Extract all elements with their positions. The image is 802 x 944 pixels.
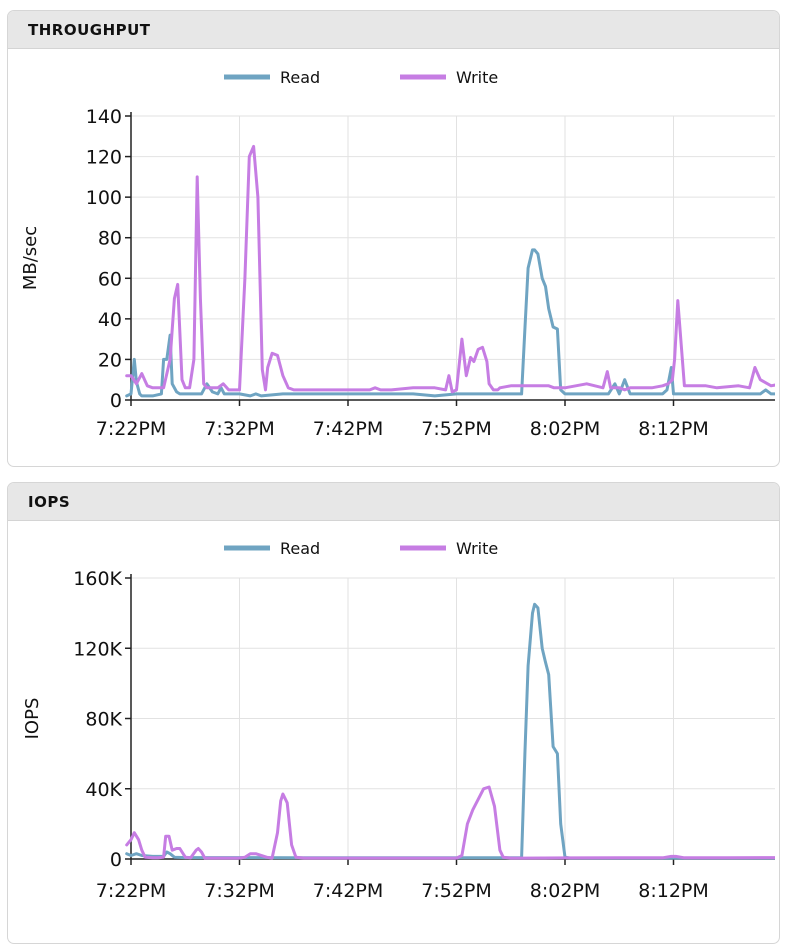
iops-panel-header: IOPS xyxy=(8,483,779,521)
iops-x-tick-label: 7:42PM xyxy=(313,880,384,902)
iops-x-tick-label: 7:32PM xyxy=(204,880,275,902)
iops-legend-label-write: Write xyxy=(456,539,498,558)
throughput-panel: THROUGHPUT Read Write 7:22PM 7:32PM 7:42PM 7:… xyxy=(7,10,780,467)
throughput-x-tick-label: 7:32PM xyxy=(204,418,275,440)
throughput-x-tick-label: 7:22PM xyxy=(96,418,167,440)
throughput-x-tick-label: 8:02PM xyxy=(530,418,601,440)
throughput-legend-label-read: Read xyxy=(280,68,320,87)
throughput-panel-title: THROUGHPUT xyxy=(28,20,151,39)
iops-panel: IOPS Read Write 7:22PM 7:32PM 7:42PM 7:52PM 8:… xyxy=(7,482,780,944)
throughput-y-tick-label: 140 xyxy=(86,106,122,128)
throughput-y-tick-label: 40 xyxy=(98,309,122,331)
iops-y-tick-label: 160K xyxy=(73,568,122,590)
iops-y-tick-label: 120K xyxy=(73,638,122,660)
throughput-series-write-line xyxy=(125,144,775,394)
iops-y-tick-label: 40K xyxy=(85,779,122,801)
iops-y-tick-label: 80K xyxy=(85,709,122,731)
throughput-x-tick-label: 7:42PM xyxy=(313,418,384,440)
throughput-legend-label-write: Write xyxy=(456,68,498,87)
throughput-x-tick-label: 8:12PM xyxy=(638,418,709,440)
throughput-y-tick-label: 100 xyxy=(86,187,122,209)
iops-series-read-line xyxy=(125,602,775,860)
iops-x-tick-label: 7:22PM xyxy=(96,880,167,902)
iops-chart: Read Write 7:22PM 7:32PM 7:42PM 7:52PM 8:02PM 8… xyxy=(22,539,775,902)
throughput-panel-header: THROUGHPUT xyxy=(8,11,779,49)
iops-series-write-line xyxy=(125,785,775,860)
iops-y-axis-title: IOPS xyxy=(22,698,43,740)
iops-x-tick-label: 8:02PM xyxy=(530,880,601,902)
iops-panel-title: IOPS xyxy=(28,492,71,511)
iops-x-tick-label: 7:52PM xyxy=(421,880,492,902)
throughput-y-tick-label: 80 xyxy=(98,228,122,250)
throughput-y-tick-label: 120 xyxy=(86,147,122,169)
throughput-y-tick-label: 60 xyxy=(98,268,122,290)
throughput-series-read-line xyxy=(125,248,775,398)
throughput-x-tick-label: 7:52PM xyxy=(421,418,492,440)
iops-legend-label-read: Read xyxy=(280,539,320,558)
throughput-y-axis-title: MB/sec xyxy=(20,226,41,290)
throughput-y-tick-label: 20 xyxy=(98,349,122,371)
iops-x-tick-label: 8:12PM xyxy=(638,880,709,902)
throughput-chart: Read Write 7:22PM 7:32PM 7:42PM 7:52PM 8:02PM 8… xyxy=(20,68,775,440)
throughput-y-tick-label: 0 xyxy=(110,390,122,412)
iops-y-tick-label: 0 xyxy=(110,849,122,871)
